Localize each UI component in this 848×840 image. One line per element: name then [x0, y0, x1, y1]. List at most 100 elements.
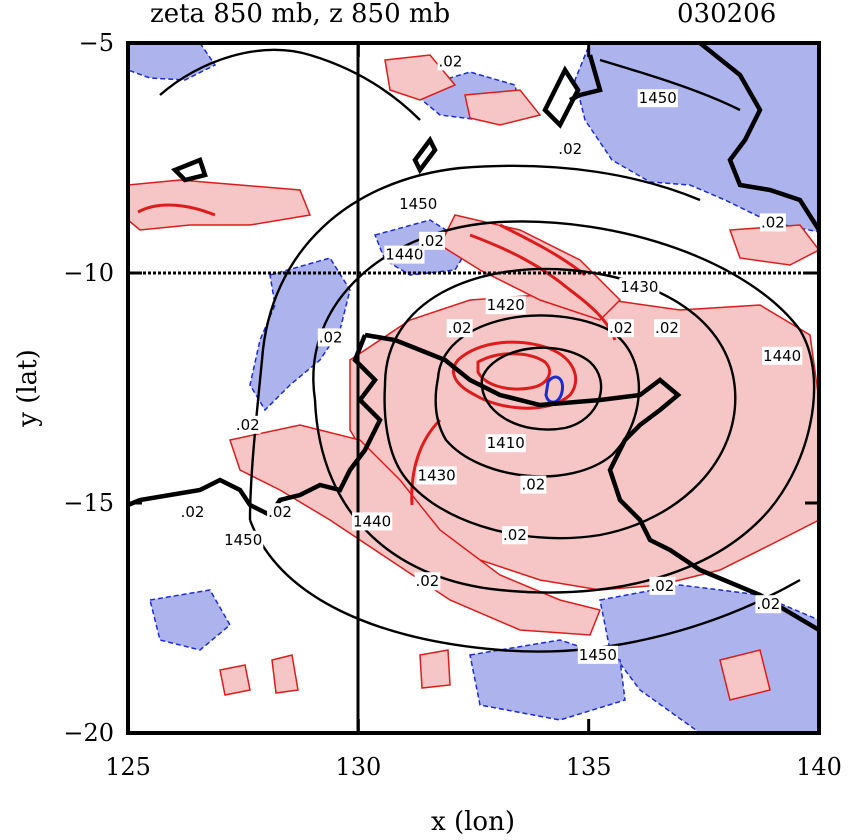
vorticity-contour-label-background	[179, 503, 206, 522]
vorticity-contour-label: .02	[448, 319, 472, 337]
height-contour-label-background	[577, 645, 618, 664]
height-contour-label: 1450	[224, 531, 262, 549]
height-contour-outer-northeast	[599, 58, 741, 112]
vorticity-contour-label: .02	[416, 572, 440, 590]
vorticity-contour-label-background	[607, 319, 634, 338]
height-contour-label-background	[485, 434, 526, 453]
vorticity-contour-label: .02	[761, 213, 785, 231]
height-contour-label-background	[384, 245, 425, 264]
vorticity-contour-label-background	[654, 319, 680, 338]
height-contour-label-background	[485, 296, 526, 315]
vorticity-contour-label-background	[317, 328, 344, 347]
height-contour-label: 1420	[487, 296, 525, 314]
vorticity-contour-label: .02	[181, 503, 205, 521]
positive-vorticity-regions	[128, 54, 819, 701]
island-north	[412, 135, 438, 175]
vorticity-contour-labels: .02 .02 .02 .02 .02 .02 .02 .02 .02 .02 .02 .02 .02.…	[179, 52, 786, 614]
y-tick-label: −20	[63, 719, 114, 747]
height-contour-label-background	[398, 195, 439, 213]
positive-region-northwest-band	[128, 179, 312, 231]
positive-region-north-east	[464, 89, 542, 126]
height-contour-label: 1410	[487, 434, 525, 452]
vorticity-contour-label: .02	[650, 577, 674, 595]
vorticity-core-inner	[476, 352, 551, 391]
vorticity-contour-label: .02	[319, 328, 343, 346]
negative-region-southwest	[149, 589, 231, 651]
vorticity-contour-label-background	[760, 213, 786, 232]
x-tick-label: 135	[566, 753, 612, 781]
height-contour-label-background	[416, 466, 457, 485]
positive-region-small-east	[719, 649, 771, 701]
vorticity-contour-label: .02	[420, 232, 444, 250]
height-contour-label: 1430	[620, 278, 658, 296]
positive-region-north	[384, 54, 457, 101]
height-contour-label-background	[352, 512, 393, 531]
x-axis-label: x (lon)	[431, 807, 515, 837]
vorticity-core-ring	[452, 340, 578, 410]
vorticity-contour-label-background	[446, 319, 473, 338]
vorticity-contour-label-background	[234, 415, 261, 434]
vorticity-contour-label: .02	[521, 476, 545, 494]
vorticity-contour-label: .02	[558, 140, 582, 158]
vorticity-contour-label-background	[414, 572, 441, 591]
height-contour-label-background	[762, 346, 803, 365]
island-northeast	[542, 65, 581, 129]
vorticity-contour-label-background	[437, 52, 464, 71]
height-contour-outer-west	[159, 48, 421, 121]
height-contour-label-background	[223, 530, 264, 549]
height-contour-label: 1430	[418, 466, 456, 484]
vorticity-contour-label-background	[755, 595, 782, 614]
vorticity-band-contour	[469, 233, 617, 341]
vorticity-contour-label: .02	[236, 416, 260, 434]
positive-region-small-south	[271, 654, 299, 694]
vorticity-contour-label-background	[649, 576, 676, 595]
chart-title-left: zeta 850 mb, z 850 mb	[150, 0, 450, 29]
vorticity-contour-label: .02	[655, 319, 679, 337]
vorticity-contour-label-background	[557, 139, 584, 158]
axis-ticks: 125 130 135 140 −5 −10 −15 −20	[63, 29, 842, 781]
plot-frame	[126, 41, 821, 735]
height-contour-1450	[248, 164, 801, 653]
chart-title-right: 030206	[677, 0, 776, 29]
height-contour-label: 1450	[579, 646, 617, 664]
vorticity-contour-label: .02	[609, 319, 633, 337]
island-west	[170, 157, 208, 183]
positive-region-spiral	[229, 424, 602, 636]
negative-region-southeast	[599, 584, 819, 733]
plot-area: 1450 1450 1440 1430 1420 1440 1410 1430 1440 1450…	[128, 43, 819, 733]
coastline-gulf	[364, 332, 819, 632]
y-tick-label: −10	[63, 259, 114, 287]
height-contour-1430	[383, 267, 737, 540]
coastline-kimberley	[128, 334, 383, 518]
height-contour-label: 1440	[353, 512, 391, 530]
positive-region-east	[728, 224, 819, 266]
height-contour-label-background	[619, 277, 660, 296]
vorticity-contour-label: .02	[503, 526, 527, 544]
positive-region-small-sw	[219, 664, 251, 696]
vorticity-contour-label-background	[520, 475, 547, 494]
height-contour-label: 1440	[763, 347, 801, 365]
vorticity-minimum-contour	[544, 375, 565, 404]
vorticity-inner-spiral	[410, 418, 442, 506]
vorticity-contour-label: .02	[439, 52, 463, 70]
coastline-outline	[128, 43, 819, 632]
height-contour-label: 1450	[639, 89, 677, 107]
x-tick-label: 140	[796, 753, 842, 781]
vorticity-contour-label-background	[502, 526, 528, 545]
vorticity-contour-label-background	[419, 231, 445, 250]
vorticity-minimum-ring	[544, 375, 565, 404]
height-contour-labels: 1450 1450 1440 1430 1420 1440 1410 1430 1440 1450…	[223, 89, 803, 664]
vorticity-northwest-contour	[137, 203, 216, 217]
positive-region-small-center-south	[419, 649, 451, 689]
coastline-east	[698, 43, 819, 232]
height-contour-label: 1440	[385, 246, 423, 264]
y-axis-label: y (lat)	[13, 349, 43, 428]
x-tick-label: 125	[105, 753, 151, 781]
y-tick-label: −5	[79, 29, 114, 57]
vorticity-contour-label-background	[267, 503, 293, 522]
negative-region-northeast	[574, 43, 819, 233]
vorticity-contour-label: .02	[756, 595, 780, 613]
x-tick-label: 130	[335, 753, 381, 781]
vorticity-core-contours	[137, 203, 617, 506]
